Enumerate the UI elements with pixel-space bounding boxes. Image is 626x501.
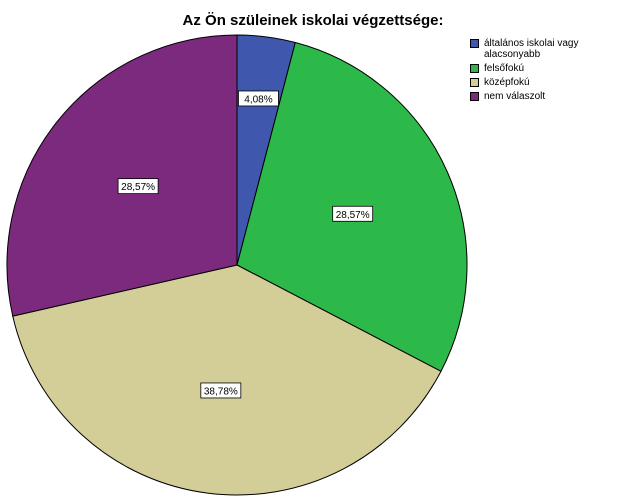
legend-label: középfokú	[484, 77, 530, 88]
data-label: 38,78%	[200, 382, 242, 399]
svg-text:28,57%: 28,57%	[121, 182, 155, 193]
legend-item: nem válaszolt	[470, 91, 620, 102]
chart-title: Az Ön szüleinek iskolai végzettsége:	[182, 12, 444, 29]
legend-swatch	[470, 78, 479, 87]
legend-item: felsőfokú	[470, 63, 620, 74]
legend-swatch	[470, 92, 479, 101]
data-label: 4,08%	[238, 90, 279, 107]
legend-swatch	[470, 39, 479, 48]
svg-text:38,78%: 38,78%	[204, 386, 238, 397]
legend-label: általános iskolai vagy alacsonyabb	[484, 38, 579, 60]
svg-text:28,57%: 28,57%	[336, 210, 370, 221]
svg-text:4,08%: 4,08%	[244, 94, 272, 105]
data-label: 28,57%	[332, 205, 374, 222]
legend: általános iskolai vagy alacsonyabb felsőf…	[470, 38, 620, 105]
data-label: 28,57%	[117, 178, 159, 195]
legend-label: felsőfokú	[484, 63, 525, 74]
legend-label: nem válaszolt	[484, 91, 546, 102]
legend-swatch	[470, 64, 479, 73]
legend-item: középfokú	[470, 77, 620, 88]
legend-item: általános iskolai vagy alacsonyabb	[470, 38, 620, 60]
pie-slice	[12, 264, 442, 496]
pie-slice	[6, 34, 238, 317]
